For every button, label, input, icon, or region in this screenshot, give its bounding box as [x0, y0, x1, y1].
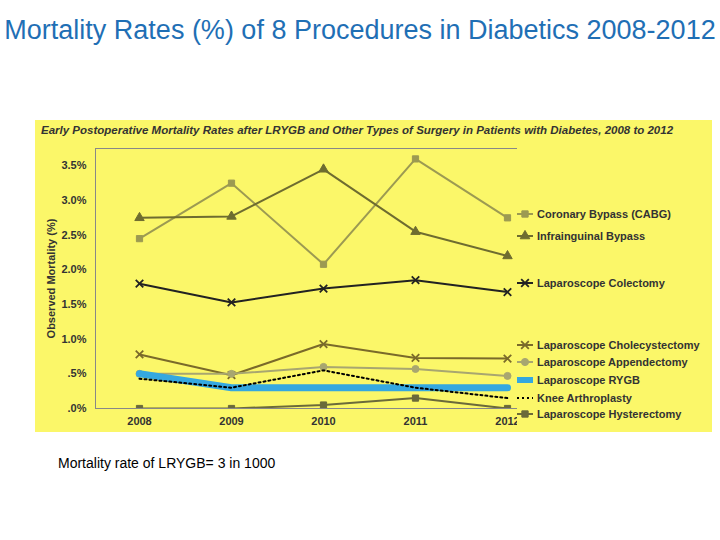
- html-text:Laparoscope Hysterectomy: Laparoscope Hysterectomy: [537, 408, 682, 420]
- svg-text:Observed Mortality (%): Observed Mortality (%): [45, 218, 57, 338]
- svg-text:3.0%: 3.0%: [61, 194, 86, 206]
- html-text:Infrainguinal Bypass: Infrainguinal Bypass: [537, 230, 646, 242]
- svg-text:1.5%: 1.5%: [61, 298, 86, 310]
- svg-text:2012: 2012: [495, 415, 517, 427]
- svg-text:3.5%: 3.5%: [61, 159, 86, 171]
- svg-text:.0%: .0%: [68, 402, 87, 414]
- html-text:Knee Arthroplasty: Knee Arthroplasty: [537, 392, 632, 404]
- svg-text:2010: 2010: [311, 415, 335, 427]
- svg-text:2011: 2011: [404, 415, 428, 427]
- html-text:Laparoscope Appendectomy: Laparoscope Appendectomy: [537, 356, 688, 368]
- svg-text:2009: 2009: [219, 415, 243, 427]
- html-text:Coronary Bypass (CABG): Coronary Bypass (CABG): [537, 208, 671, 220]
- html-text:Laparoscope Cholecystectomy: Laparoscope Cholecystectomy: [537, 339, 700, 351]
- html-text:Mortality Rates (%) of 8 Proce: Mortality Rates (%) of 8 Procedures in D…: [4, 15, 716, 45]
- svg-text:2008: 2008: [127, 415, 151, 427]
- html-text:Laparoscope Colectomy: Laparoscope Colectomy: [537, 277, 665, 289]
- html-text:Early Postoperative Mortality: Early Postoperative Mortality Rates afte…: [41, 124, 674, 136]
- html-text:Mortality rate of LRYGB= 3 in: Mortality rate of LRYGB= 3 in 1000: [58, 455, 276, 471]
- html-text:Laparoscope RYGB: Laparoscope RYGB: [537, 374, 640, 386]
- svg-text:.5%: .5%: [68, 367, 87, 379]
- svg-text:1.0%: 1.0%: [61, 333, 86, 345]
- svg-text:2.5%: 2.5%: [61, 229, 86, 241]
- svg-text:2.0%: 2.0%: [61, 263, 86, 275]
